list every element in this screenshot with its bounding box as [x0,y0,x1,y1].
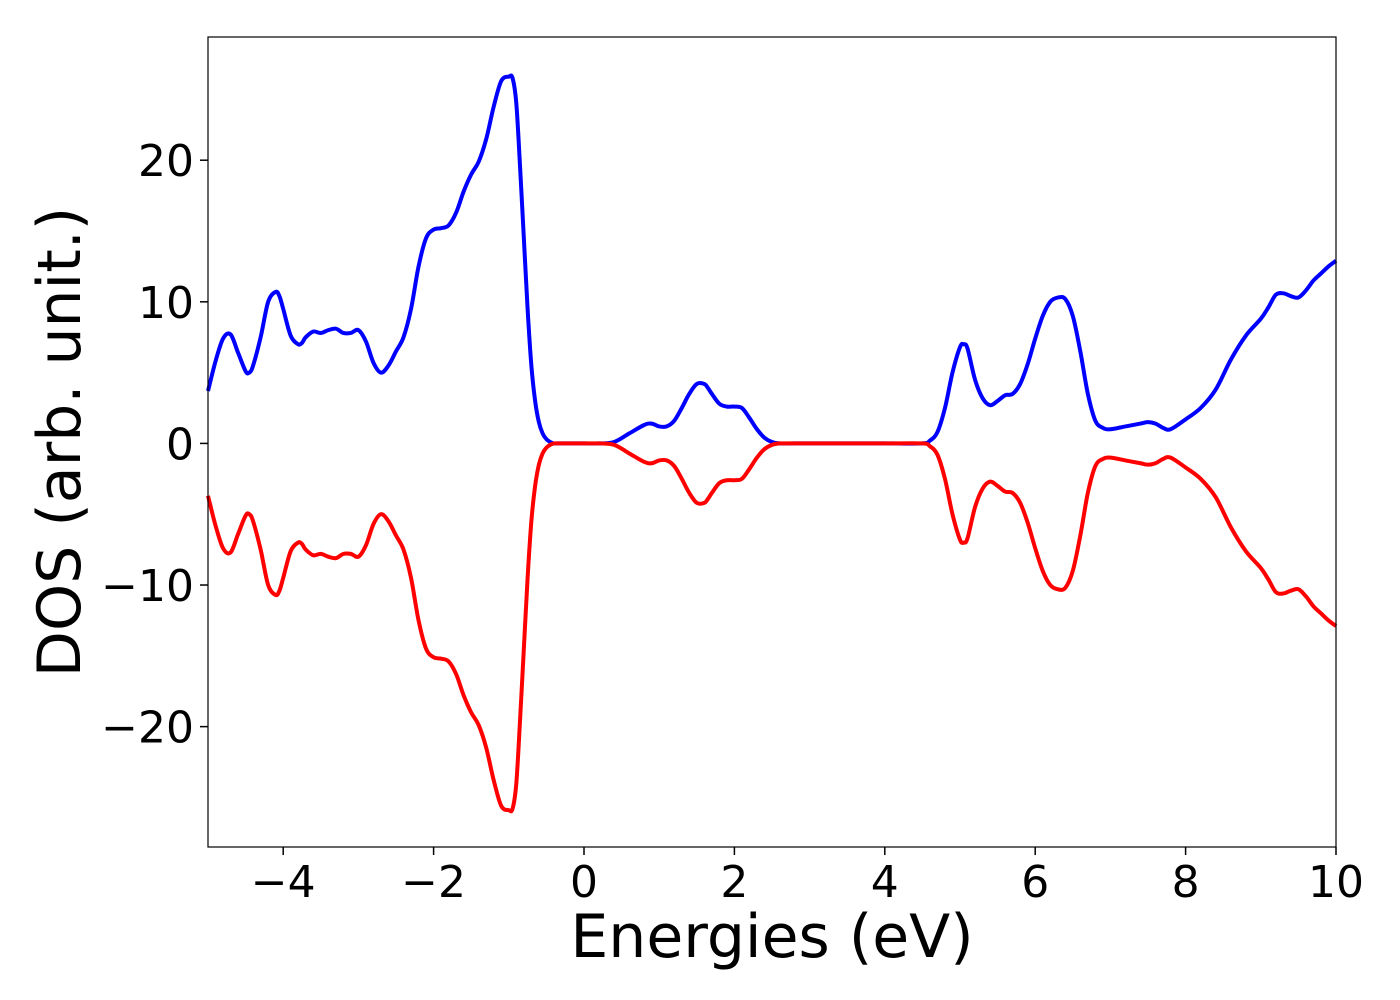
x-tick-label: 10 [1308,857,1364,908]
x-tick-label: 4 [871,857,899,908]
series-line-2 [206,441,1338,814]
y-axis: −20 −10 0 10 20 [101,136,208,754]
y-tick-label: 10 [138,278,194,329]
series-line-1 [206,73,1338,446]
x-tick-label: 0 [570,857,598,908]
x-tick-label: −2 [401,857,466,908]
y-tick-label: 0 [166,419,194,470]
y-tick-label: −10 [101,561,194,612]
x-tick-label: −4 [251,857,316,908]
x-axis: −4 −2 0 2 4 6 8 10 [251,847,1364,908]
y-tick-label: 20 [138,136,194,187]
y-tick-label: −20 [101,703,194,754]
x-tick-label: 8 [1172,857,1200,908]
x-tick-label: 6 [1021,857,1049,908]
plot-frame [207,36,1337,848]
y-axis-label: DOS (arb. unit.) [25,207,95,677]
x-tick-label: 2 [720,857,748,908]
x-axis-label: Energies (eV) [570,902,973,972]
series-layer [206,73,1338,814]
